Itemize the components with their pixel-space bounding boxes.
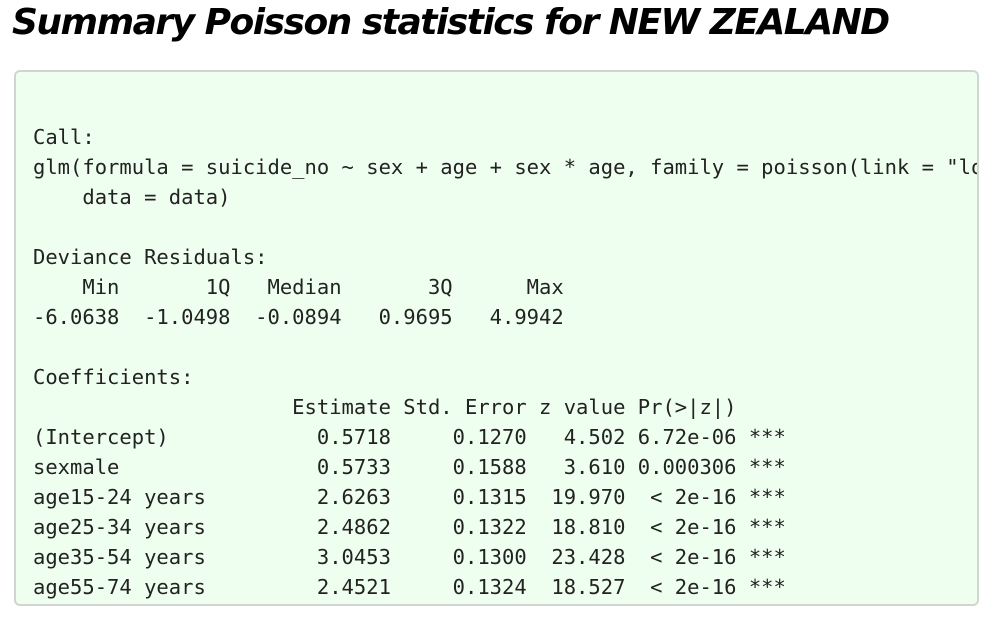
page-title: Summary Poisson statistics for NEW ZEALA… [12, 2, 890, 43]
r-output-panel[interactable]: Call: glm(formula = suicide_no ~ sex + a… [14, 70, 979, 606]
glm-summary-output: Call: glm(formula = suicide_no ~ sex + a… [33, 125, 977, 599]
